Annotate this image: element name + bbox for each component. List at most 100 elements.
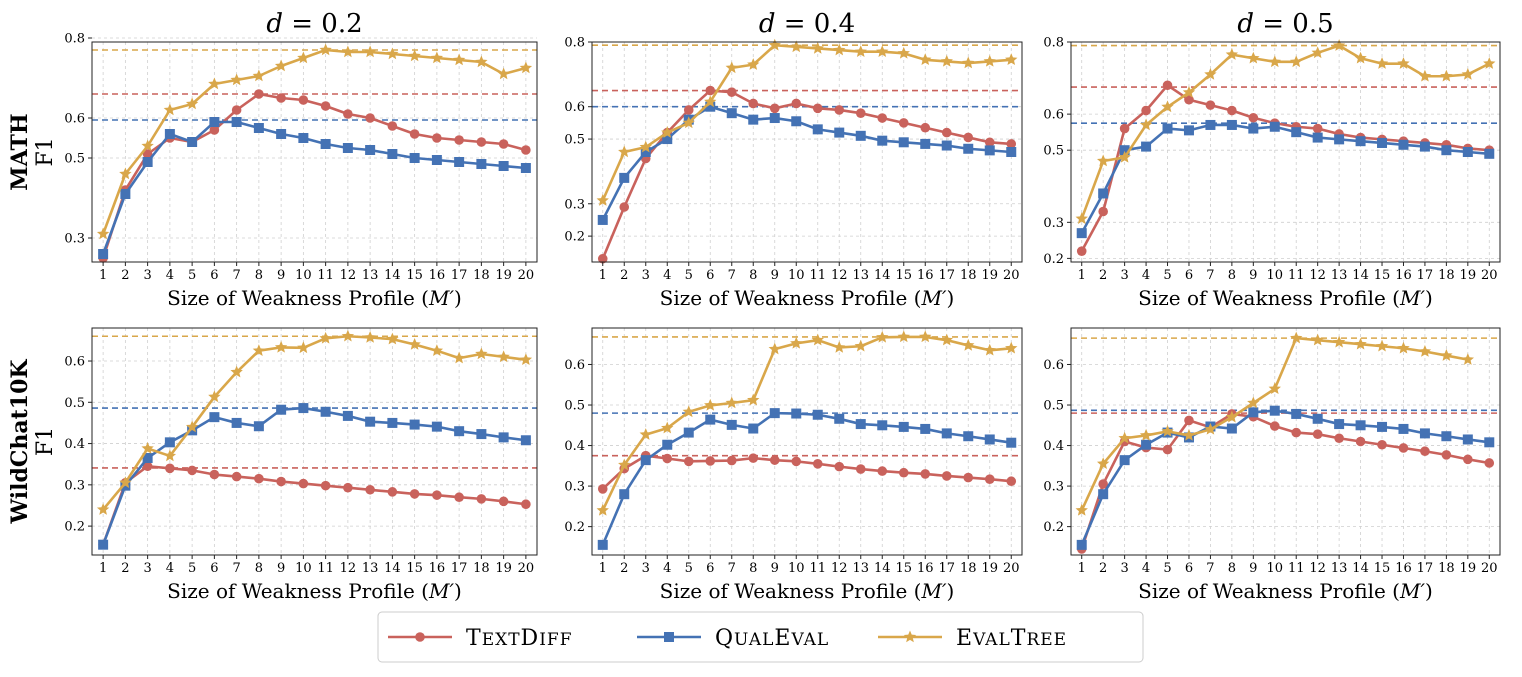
point-textdiff (142, 461, 153, 472)
point-evaltree (230, 365, 243, 378)
point-qualeval (164, 129, 175, 139)
point-evaltree (897, 46, 910, 59)
point-evaltree (962, 338, 975, 351)
point-textdiff (898, 118, 909, 128)
y-tick-label: 0.3 (564, 480, 585, 495)
point-textdiff (941, 127, 952, 138)
point-evaltree (682, 405, 695, 418)
x-tick-label: 1 (1078, 561, 1086, 576)
x-tick-label: 6 (1185, 561, 1193, 576)
row-metric-1: F1 (33, 427, 58, 456)
x-tick-label: 14 (874, 561, 891, 576)
x-tick-label: 17 (938, 561, 955, 576)
point-textdiff (365, 484, 375, 495)
point-qualeval (1076, 539, 1087, 550)
x-tick-label: 19 (981, 268, 998, 283)
point-evaltree (96, 227, 110, 240)
point-qualeval (1398, 139, 1409, 150)
point-evaltree (919, 330, 932, 343)
point-evaltree (1354, 51, 1367, 64)
x-tick-label: 3 (642, 561, 650, 576)
point-qualeval (387, 417, 398, 428)
legend-marker (903, 630, 917, 643)
column-title-1: d = 0.4 (759, 9, 855, 39)
x-tick-label: 19 (1460, 268, 1477, 283)
point-evaltree (519, 353, 533, 366)
point-textdiff (1006, 139, 1017, 149)
legend-marker (664, 632, 674, 642)
x-tick-label: 2 (620, 561, 628, 576)
point-qualeval (1484, 437, 1495, 448)
x-tick-label: 8 (749, 268, 757, 283)
x-tick-label: 15 (895, 268, 912, 283)
point-qualeval (409, 153, 420, 163)
y-tick-label: 0.3 (1043, 480, 1064, 495)
point-evaltree (811, 41, 824, 54)
series-line-evaltree (601, 335, 1012, 511)
x-tick-label: 7 (232, 268, 240, 283)
point-evaltree (1332, 39, 1346, 51)
series-line-qualeval (601, 105, 1012, 221)
point-evaltree (1161, 100, 1174, 113)
point-evaltree (1268, 55, 1281, 68)
x-tick-label: 18 (960, 561, 977, 576)
point-textdiff (498, 139, 509, 149)
x-tick-label: 16 (429, 268, 446, 283)
x-tick-label: 7 (1206, 268, 1214, 283)
x-tick-label: 9 (277, 268, 285, 283)
point-evaltree (341, 45, 355, 58)
point-qualeval (812, 124, 823, 135)
point-evaltree (854, 339, 867, 352)
point-evaltree (1118, 150, 1131, 163)
point-evaltree (274, 59, 288, 72)
y-tick-label: 0.3 (564, 197, 585, 212)
point-evaltree (519, 61, 533, 74)
x-tick-label: 4 (1142, 268, 1150, 283)
point-evaltree (983, 343, 996, 356)
y-tick-label: 0.2 (564, 520, 585, 535)
x-tick-label: 18 (1438, 561, 1455, 576)
point-textdiff (476, 494, 487, 504)
point-evaltree (1247, 51, 1260, 64)
x-tick-label: 3 (143, 268, 151, 283)
y-tick-label: 0.5 (64, 152, 85, 167)
point-qualeval (231, 417, 242, 428)
point-textdiff (1205, 100, 1216, 110)
point-evaltree (639, 428, 652, 440)
x-tick-label: 3 (1120, 268, 1128, 283)
point-evaltree (661, 421, 674, 434)
x-tick-label: 2 (121, 561, 129, 576)
x-tick-label: 2 (1099, 268, 1107, 283)
point-qualeval (834, 127, 845, 138)
row-metric-label: F1 (33, 137, 58, 166)
point-textdiff (1377, 439, 1387, 450)
point-textdiff (1006, 476, 1017, 487)
x-tick-label: 12 (831, 268, 848, 283)
point-evaltree (297, 51, 310, 64)
point-qualeval (320, 139, 331, 149)
y-tick-label: 0.3 (64, 478, 85, 493)
point-qualeval (365, 145, 376, 155)
point-evaltree (768, 342, 781, 355)
y-tick-label: 0.2 (564, 230, 585, 245)
legend-entry-evaltree: EVALTREE (878, 626, 1066, 651)
x-tick-label: 4 (166, 268, 174, 283)
point-qualeval (1248, 407, 1259, 418)
point-qualeval (855, 130, 866, 141)
point-textdiff (1441, 450, 1452, 460)
y-tick-label: 0.2 (1043, 520, 1064, 535)
x-tick-label: 11 (809, 561, 826, 576)
point-qualeval (683, 427, 694, 438)
point-evaltree (919, 53, 932, 66)
point-qualeval (1355, 136, 1366, 147)
point-evaltree (811, 333, 824, 346)
point-qualeval (164, 437, 175, 448)
point-qualeval (855, 419, 866, 430)
x-tick-label: 17 (451, 268, 468, 283)
point-evaltree (185, 420, 199, 433)
x-tick-label: 7 (728, 268, 736, 283)
point-qualeval (365, 416, 376, 427)
point-textdiff (1248, 112, 1259, 123)
point-textdiff (748, 98, 759, 109)
y-tick-label: 0.6 (1043, 108, 1064, 123)
